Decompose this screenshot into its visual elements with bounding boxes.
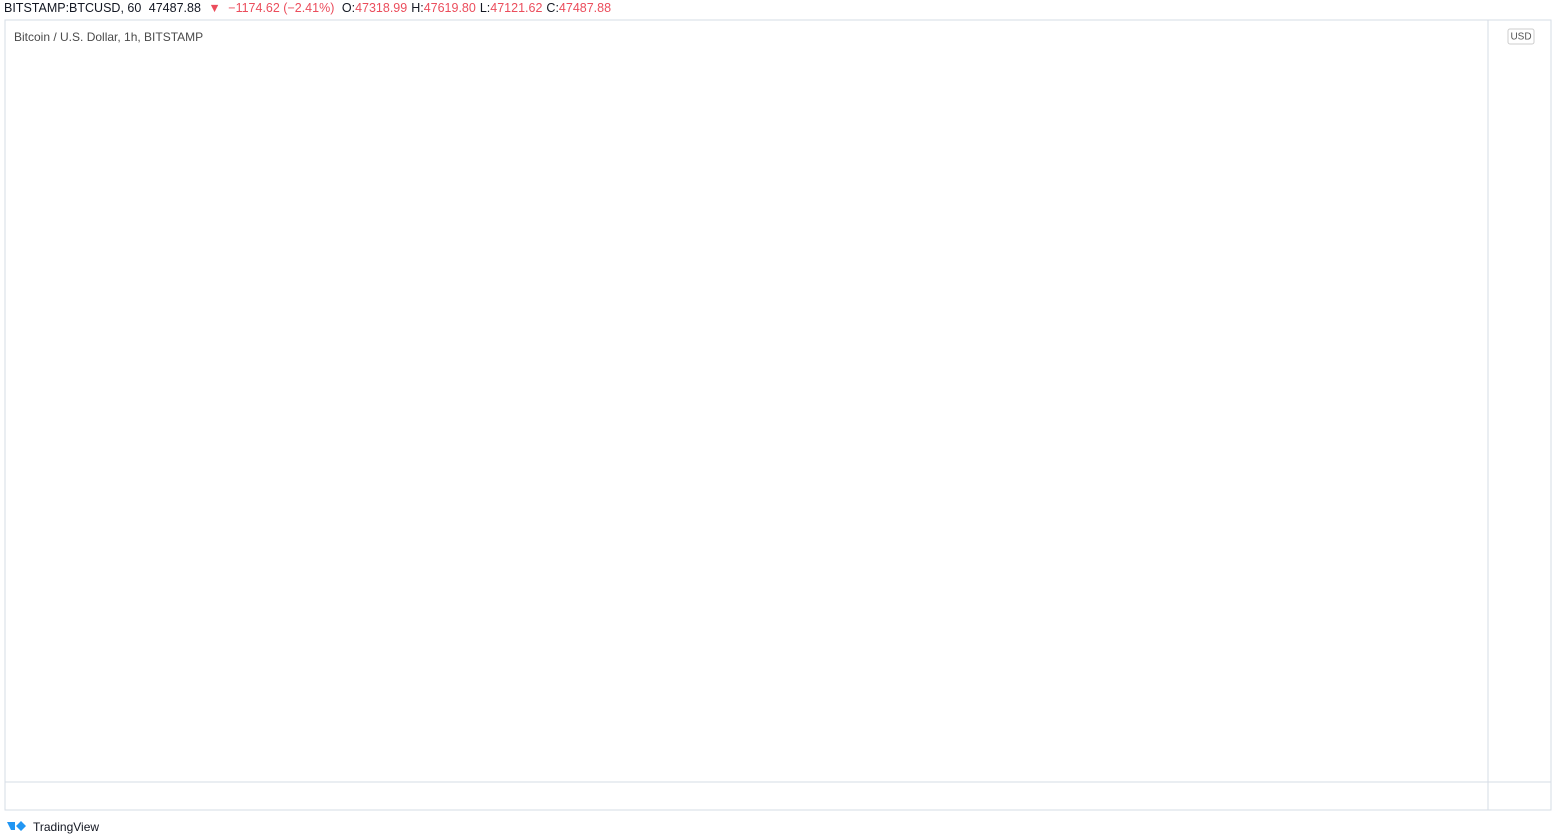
ohlc-label: O:	[341, 1, 356, 15]
brand: TradingView	[33, 820, 99, 834]
change: −1174.62 (−2.41%)	[228, 1, 335, 15]
ohlc-value: 47619.80	[423, 1, 476, 15]
ohlc-label: C:	[546, 1, 559, 15]
currency-box	[1507, 28, 1535, 45]
currency: USD	[1510, 32, 1531, 43]
ohlc-value: 47318.99	[355, 1, 408, 15]
last: 47487.88	[148, 1, 201, 15]
frame	[4, 19, 1552, 811]
ohlc-label: L:	[479, 1, 491, 15]
ohlc-label: H:	[411, 1, 424, 15]
ohlc-value: 47487.88	[558, 1, 612, 15]
arrow: ▼	[208, 1, 221, 15]
logo-icon	[7, 821, 26, 831]
ohlc-value: 47121.62	[490, 1, 543, 15]
logo: TradingView	[7, 820, 99, 834]
ohlc: O:47318.99 H:47619.80 L:47121.62 C:47487.88	[342, 1, 615, 15]
subtitle: Bitcoin / U.S. Dollar, 1h, BITSTAMP	[14, 30, 203, 44]
header: BITSTAMP:BTCUSD, 60 47487.88 ▼ −1174.62 …	[4, 0, 619, 16]
symbol: BITSTAMP:BTCUSD, 60	[4, 1, 142, 15]
